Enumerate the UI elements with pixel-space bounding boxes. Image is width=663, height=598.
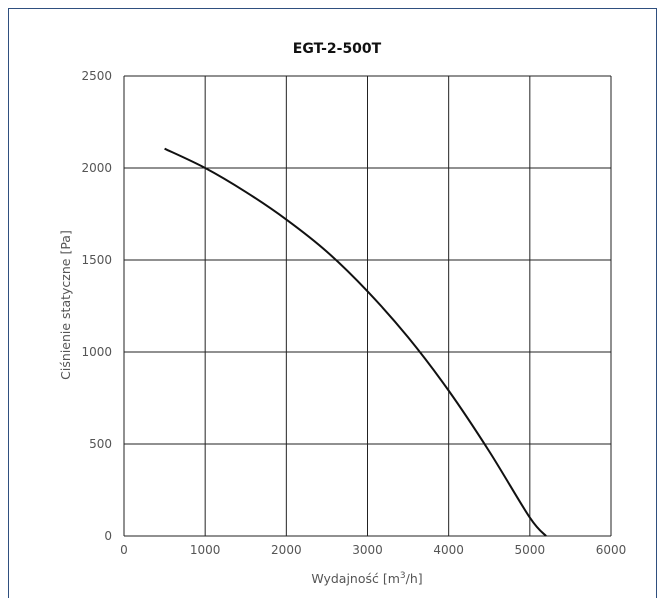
x-tick-label: 0 (120, 543, 128, 557)
series-line (164, 147, 547, 537)
y-tick-label: 1500 (81, 253, 112, 267)
x-axis-label-tail: /h] (406, 571, 423, 586)
x-axis-label: Wydajność [m3/h] (311, 571, 422, 586)
chart-frame (8, 8, 657, 598)
y-tick-label: 0 (104, 529, 112, 543)
x-axis-label-main: Wydajność [m (311, 571, 400, 586)
y-tick-label: 2500 (81, 69, 112, 83)
y-tick-label: 2000 (81, 161, 112, 175)
x-tick-label: 4000 (433, 543, 464, 557)
y-axis-label: Ciśnienie statyczne [Pa] (58, 230, 73, 380)
x-axis-label-sup: 3 (400, 571, 406, 581)
x-tick-label: 1000 (190, 543, 221, 557)
x-tick-labels: 0 1000 2000 3000 4000 5000 6000 (120, 543, 626, 557)
x-tick-label: 6000 (596, 543, 627, 557)
chart-title: EGT-2-500T (293, 41, 382, 57)
x-tick-label: 2000 (271, 543, 302, 557)
x-tick-label: 3000 (352, 543, 383, 557)
y-tick-label: 1000 (81, 345, 112, 359)
y-tick-label: 500 (89, 437, 112, 451)
grid (123, 75, 612, 537)
series-lines (164, 147, 547, 537)
x-tick-label: 5000 (515, 543, 546, 557)
y-tick-labels: 0 500 1000 1500 2000 2500 (81, 69, 112, 543)
